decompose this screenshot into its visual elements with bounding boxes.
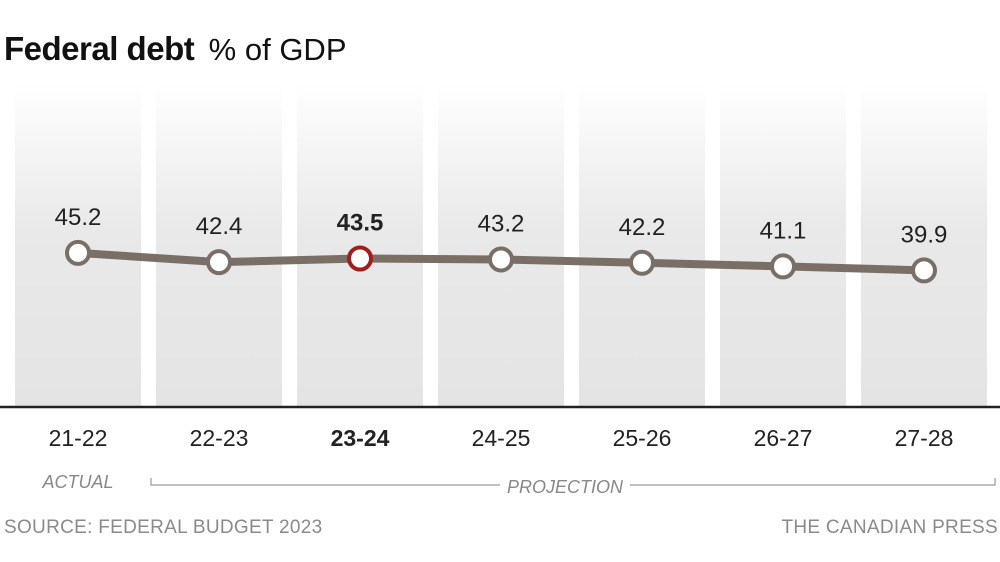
column-shade <box>720 82 846 408</box>
x-tick-label: 23-24 <box>331 425 390 451</box>
projection-bracket <box>630 478 996 486</box>
data-label: 43.2 <box>478 210 525 237</box>
column-shade <box>861 82 987 408</box>
data-point <box>770 253 796 280</box>
x-tick-label: 24-25 <box>472 425 531 451</box>
actual-annotation: ACTUAL <box>41 472 113 492</box>
chart-subtitle: % of GDP <box>208 32 347 67</box>
data-label: 39.9 <box>901 221 948 248</box>
data-label: 42.4 <box>196 213 243 240</box>
projection-bracket <box>150 478 500 486</box>
x-tick-label: 25-26 <box>613 425 672 451</box>
column-shade <box>156 82 282 408</box>
data-point <box>65 239 91 266</box>
data-point <box>206 249 232 276</box>
chart-title: Federal debt <box>4 30 195 67</box>
x-tick-label: 26-27 <box>754 425 813 451</box>
data-label: 41.1 <box>760 217 807 244</box>
credit-note: THE CANADIAN PRESS <box>781 517 998 538</box>
chart-title-block: Federal debt % of GDP <box>4 30 347 68</box>
source-note: SOURCE: FEDERAL BUDGET 2023 <box>4 517 323 538</box>
projection-annotation: PROJECTION <box>507 477 624 497</box>
data-label: 45.2 <box>55 204 102 231</box>
data-point <box>911 257 937 284</box>
data-point <box>629 249 655 276</box>
x-tick-label: 21-22 <box>49 425 108 451</box>
data-label: 43.5 <box>337 210 384 237</box>
column-shade <box>297 82 423 408</box>
data-label: 42.2 <box>619 214 666 241</box>
x-tick-label: 22-23 <box>190 425 249 451</box>
data-point <box>488 246 514 273</box>
x-tick-label: 27-28 <box>895 425 954 451</box>
column-shade <box>438 82 564 408</box>
column-shade <box>579 82 705 408</box>
highlighted-data-point <box>347 245 373 272</box>
